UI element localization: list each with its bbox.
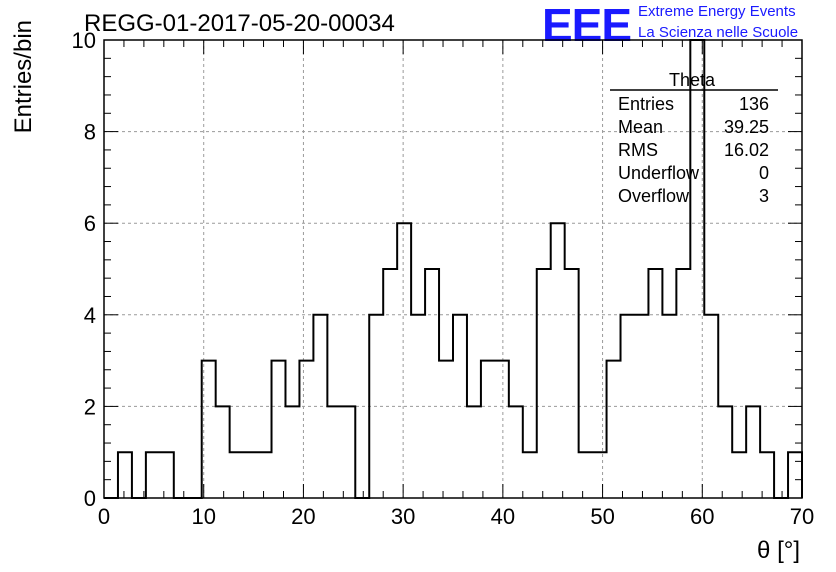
stats-value-entries: 136: [739, 94, 769, 114]
x-axis-label: θ [°]: [757, 537, 800, 564]
y-tick-label: 2: [84, 394, 96, 419]
stats-value-mean: 39.25: [724, 117, 769, 137]
stats-box: Theta Entries 136 Mean 39.25 RMS 16.02 U…: [610, 70, 778, 206]
stats-label-rms: RMS: [618, 140, 658, 160]
y-tick-label: 10: [72, 28, 96, 53]
x-tick-label: 10: [191, 504, 215, 529]
x-tick-label: 60: [690, 504, 714, 529]
stats-label-underflow: Underflow: [618, 163, 700, 183]
tick-layer: [103, 39, 803, 499]
logo-subtitle-1: Extreme Energy Events: [638, 3, 796, 20]
y-axis-label: Entries/bin: [10, 20, 37, 133]
run-title: REGG-01-2017-05-20-00034: [84, 10, 395, 37]
stats-label-overflow: Overflow: [618, 186, 690, 206]
x-tick-label: 40: [491, 504, 515, 529]
frame-layer: [103, 39, 803, 499]
logo-subtitle-2: La Scienza nelle Scuole: [638, 24, 799, 41]
x-tick-label: 0: [98, 504, 110, 529]
histogram-layer: [104, 39, 803, 499]
y-tick-label: 4: [84, 303, 96, 328]
stats-title: Theta: [669, 70, 716, 90]
stats-label-mean: Mean: [618, 117, 663, 137]
stats-label-entries: Entries: [618, 94, 674, 114]
stats-value-underflow: 0: [759, 163, 769, 183]
y-tick-label: 0: [84, 486, 96, 511]
y-tick-label: 8: [84, 120, 96, 145]
x-tick-label: 50: [590, 504, 614, 529]
x-tick-label: 70: [790, 504, 814, 529]
y-tick-label: 6: [84, 211, 96, 236]
x-tick-label: 20: [291, 504, 315, 529]
x-tick-label: 30: [391, 504, 415, 529]
plot-frame: [103, 39, 803, 499]
stats-value-rms: 16.02: [724, 140, 769, 160]
grid-layer: [104, 39, 802, 498]
histogram-outline: [104, 39, 803, 499]
stats-value-overflow: 3: [759, 186, 769, 206]
